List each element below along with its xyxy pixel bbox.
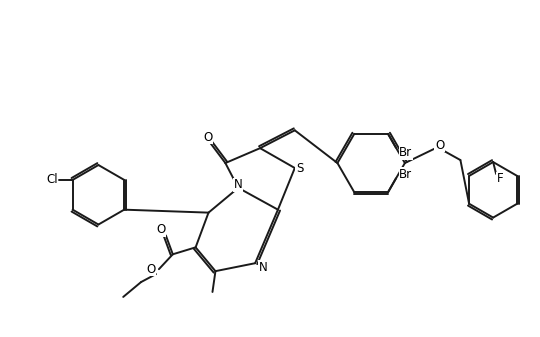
Text: O: O — [146, 263, 156, 276]
Text: O: O — [203, 131, 212, 144]
Text: Br: Br — [399, 168, 413, 181]
Text: N: N — [234, 178, 242, 191]
Text: Br: Br — [399, 146, 413, 159]
Text: O: O — [435, 139, 444, 152]
Text: F: F — [497, 173, 503, 185]
Text: Cl: Cl — [46, 174, 58, 186]
Text: S: S — [296, 161, 303, 175]
Text: O: O — [156, 223, 166, 236]
Text: N: N — [259, 261, 267, 274]
